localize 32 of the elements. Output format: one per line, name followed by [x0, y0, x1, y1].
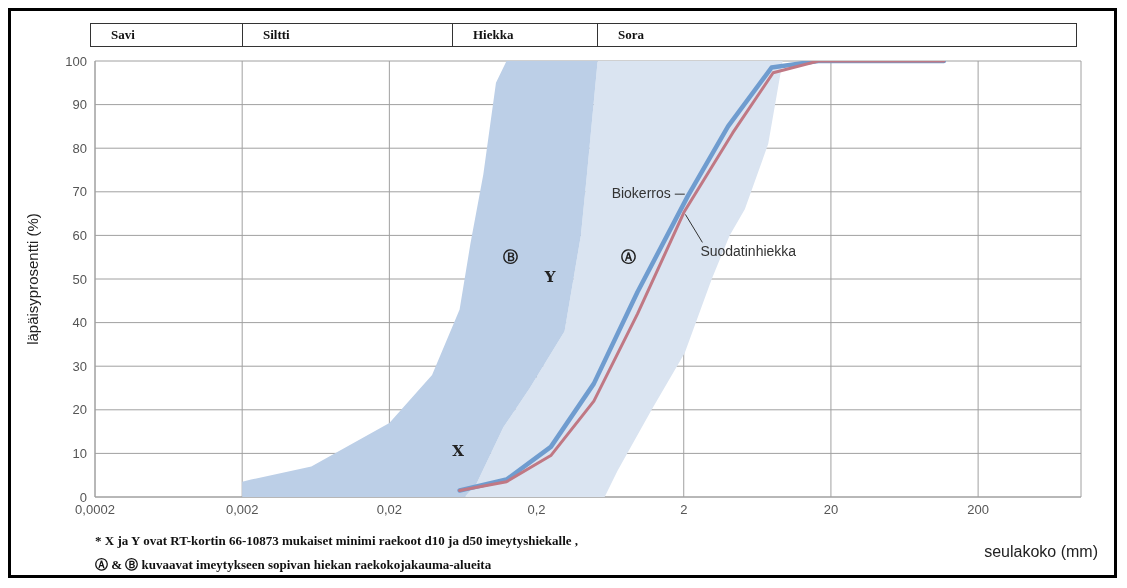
x-tick-label: 0,002 [225, 502, 259, 518]
text: Savi [90, 23, 243, 47]
text: Siltti [243, 23, 453, 47]
series-label: Biokerros [611, 185, 671, 202]
annotation: Ⓐ [620, 247, 636, 267]
y-tick-label: 20 [72, 402, 87, 418]
y-axis-title: läpäisyprosentti (%) [24, 213, 42, 345]
x-tick-label: 0,2 [527, 502, 546, 518]
y-tick-label: 60 [72, 228, 87, 244]
annotation: Ⓑ [502, 247, 518, 267]
x-tick-label: 2 [680, 502, 688, 518]
text: Ⓐ & Ⓑ kuvaavat imeytykseen sopivan hiekan raekokojakauma-alueita [95, 556, 493, 574]
y-tick-label: 100 [65, 53, 87, 69]
y-tick-label: 70 [72, 184, 87, 200]
text: * X ja Y ovat RT-kortin 66-10873 mukaiset minimi raekoot d10 ja d50 imeytyshiekalle , [95, 532, 579, 550]
x-tick-label: 0,0002 [75, 502, 115, 518]
y-tick-label: 50 [72, 271, 87, 287]
series-label: Suodatinhiekka [700, 243, 797, 260]
x-tick-label: 0,02 [376, 502, 403, 518]
y-tick-label: 30 [72, 358, 87, 374]
y-tick-label: 80 [72, 140, 87, 156]
y-tick-label: 40 [72, 315, 87, 331]
y-tick-label: 10 [72, 446, 87, 462]
text: Hiekka [453, 23, 598, 47]
x-tick-label: 200 [967, 502, 989, 518]
y-tick-label: 0 [79, 489, 87, 505]
text: Sora [598, 23, 1077, 47]
x-tick-label: 20 [823, 502, 839, 518]
annotation: Y [544, 268, 556, 286]
x-axis-title: seulakoko (mm) [984, 543, 1098, 561]
y-tick-label: 90 [72, 97, 87, 113]
annotation: X [452, 442, 464, 460]
